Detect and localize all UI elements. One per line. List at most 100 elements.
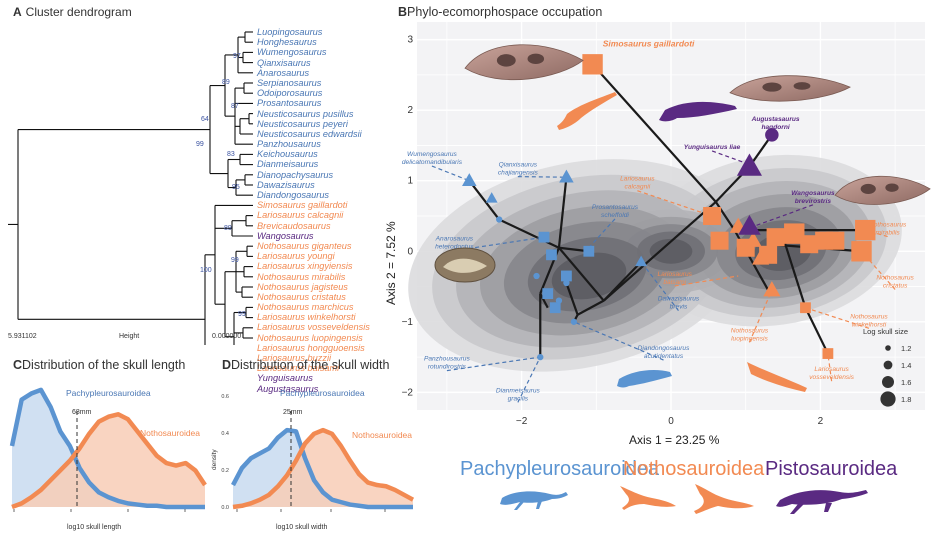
point-label: Qianxisaurus chajiangensis — [498, 162, 539, 177]
phylogeny-branch — [565, 282, 579, 316]
dendrogram-leaf: Nothosaurus mirabilis — [257, 271, 346, 282]
bootstrap-label: 89 — [222, 79, 230, 86]
dendrogram-leaf: Keichousaurus — [257, 149, 318, 160]
point-label: Prosantosaurus scheffoldi — [592, 204, 639, 219]
data-point-triangle — [763, 281, 781, 297]
legend-pachy-label: Pachypleurosauroidea — [460, 458, 660, 480]
data-point-triangle — [752, 249, 770, 265]
data-point-square — [851, 241, 872, 262]
size-legend-value: 1.8 — [901, 395, 911, 404]
phylogeny-branch — [782, 236, 807, 309]
panel-d-xlabel: log10 skull width — [276, 524, 328, 531]
size-legend-dot — [880, 391, 896, 407]
size-legend-value: 1.6 — [901, 378, 911, 387]
bootstrap-label: 100 — [200, 267, 212, 274]
legend-silhouettes — [500, 484, 868, 514]
dendrogram-leaf: Anarosaurus — [257, 67, 310, 78]
point-label: Simosaurus gaillardoti — [603, 39, 695, 49]
phylogeny-branch — [558, 247, 605, 302]
dendrogram-leaf: Lariosaurus balsami — [257, 363, 340, 374]
x-tick-label: 2 — [818, 416, 824, 427]
dendrogram-leaf: Lariosaurus vosseveldensis — [257, 322, 370, 333]
label-leader-line — [640, 261, 679, 312]
label-leader-line — [517, 176, 567, 178]
data-point-square — [800, 235, 819, 254]
dendro-axis-right: 0.000000 — [212, 333, 242, 340]
dendrogram-leaf: Panzhousaurus — [257, 139, 321, 150]
x-axis-label: Axis 1 = 23.25 % — [629, 433, 720, 447]
dendrogram-leaf: Nothosaurus giganteus — [257, 240, 352, 251]
dendrogram-leaf: Dianopachysaurus — [257, 169, 334, 180]
label-leader-line — [446, 356, 541, 372]
label-leader-line — [517, 356, 541, 403]
dendrogram-leaf: Lariosaurus winkelhorsti — [257, 312, 356, 323]
lariosaurus-skull-image — [834, 175, 931, 205]
dendrogram-leaf: Lariosaurus buzzii — [257, 353, 332, 363]
dendrogram-leaf: Qianxisaurus — [257, 57, 311, 68]
phylogeny-branch — [468, 180, 501, 221]
point-label: Augustasaurus hagdorni — [751, 116, 800, 131]
dendrogram-leaf: Serpianosaurus — [257, 77, 322, 88]
phylogeny-branch — [539, 293, 549, 309]
dendrogram-leaf: Lariosaurus hongguoensis — [257, 342, 365, 353]
y-tick-label: 2 — [407, 105, 413, 116]
point-label: Nothosaurus luopingensis — [731, 327, 769, 342]
density-contour — [649, 238, 693, 264]
y-tick-label: 0 — [407, 246, 413, 257]
data-point-circle — [533, 272, 540, 280]
dendrogram-leaf: Odoiporosaurus — [257, 88, 323, 99]
panel-b-title: BPhylo-ecomorphospace occupation — [398, 5, 603, 19]
panel-c-xlabel: log10 skull length — [67, 524, 122, 531]
dendrogram-leaf: Brevicaudosaurus — [257, 220, 331, 231]
pachy-silhouette-icon — [500, 491, 568, 510]
data-point-triangle — [774, 228, 792, 244]
label-leader-line — [865, 229, 888, 238]
phylomorphospace-plot: −2 0 2 −2 −1 0 1 2 3 Simosaurus gaillardoti Augus… — [402, 22, 931, 427]
data-point-square — [826, 231, 845, 250]
data-point-square — [538, 231, 550, 243]
data-point-square — [710, 231, 729, 250]
data-point-circle — [563, 279, 570, 287]
data-point-circle — [765, 128, 779, 142]
dendrogram-leaf: Prosantosaurus — [257, 98, 322, 109]
panel-d-notho-label: Nothosauroidea — [352, 430, 413, 440]
dendrogram: 97 89 87 64 99 83 95 89 99 100 99 — [8, 31, 253, 345]
data-point-square — [784, 223, 805, 244]
density-curve — [11, 412, 207, 510]
size-legend-dot — [883, 360, 893, 370]
dendrogram-leaf: Dawazisaurus — [257, 179, 315, 190]
label-leader-line — [711, 150, 746, 164]
panel-d-ylabel: density — [211, 449, 218, 470]
pachypleurosaur-fossil-image — [434, 247, 496, 283]
dendrogram-leaf: Neusticosaurus pusillus — [257, 108, 354, 119]
size-legend-value: 1.4 — [901, 361, 911, 370]
x-tick-label: 0 — [668, 416, 674, 427]
dendrogram-leaf: Honghesaurus — [257, 37, 317, 48]
data-point-square — [855, 219, 876, 241]
point-label: Dawazisaurus brevis — [658, 296, 700, 311]
legend-pisto-label: Pistosauroidea — [765, 458, 898, 480]
dendrogram-leaf: Nothosaurus cristatus — [257, 291, 346, 302]
dendrogram-leaf: Wangosaurus — [257, 230, 314, 241]
point-label: Yunguisaurus liae — [684, 144, 741, 151]
phylogeny-branch — [498, 218, 560, 249]
dendrogram-leaf: Lariosaurus calcagnii — [257, 210, 344, 221]
skull-width-density: 0.0 0.2 0.4 0.6 — [221, 394, 415, 512]
point-label: Panzhousaurus rotundirostris — [424, 356, 471, 371]
dendrogram-leaf: Diandongosaurus — [257, 190, 330, 200]
bootstrap-label: 83 — [227, 151, 235, 158]
y-tick-label: 0.0 — [221, 505, 229, 511]
pachypleurosaur-swimming-icon — [617, 370, 672, 388]
data-point-triangle — [485, 192, 498, 203]
data-point-triangle — [738, 214, 761, 235]
y-axis-label: Axis 2 = 7.52 % — [384, 221, 398, 305]
point-label: Nothosaurus cristatus — [876, 274, 914, 289]
x-tick-label: −2 — [516, 416, 528, 427]
nothosaur-swimming-icon — [747, 362, 807, 392]
pisto-silhouette-icon — [776, 490, 868, 514]
point-label: Lariosaurus calcagnii — [620, 176, 655, 191]
size-legend-dot — [882, 376, 894, 388]
skull-length-density — [9, 387, 207, 512]
panel-d-title: DDistribution of the skull width — [222, 358, 390, 372]
bootstrap-label: 87 — [231, 103, 239, 110]
